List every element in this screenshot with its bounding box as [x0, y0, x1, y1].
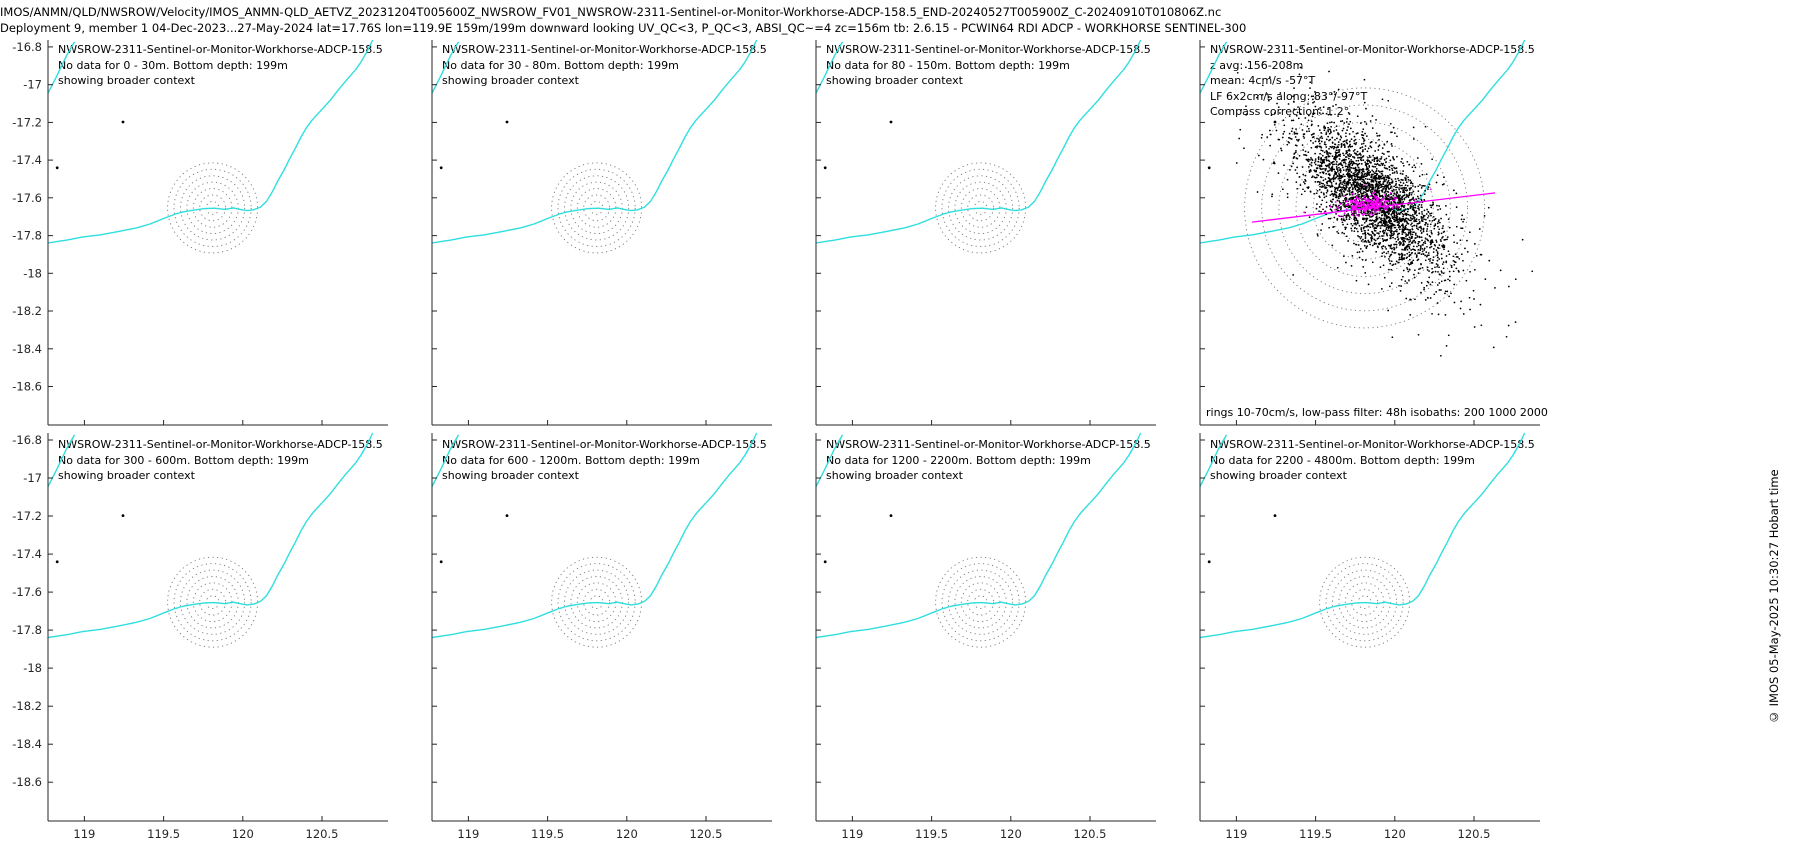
svg-text:-17.6: -17.6 [12, 191, 42, 205]
svg-text:-18.6: -18.6 [12, 775, 42, 789]
svg-text:-18.4: -18.4 [12, 737, 42, 751]
svg-text:120: 120 [616, 827, 638, 841]
map-canvas-600-1200m: 119 119.5 120 120.5 [431, 432, 772, 841]
svg-text:-18.4: -18.4 [12, 342, 42, 356]
map-canvas-1200-2200m: 119 119.5 120 120.5 [815, 432, 1156, 841]
svg-text:120.5: 120.5 [1458, 827, 1491, 841]
svg-text:119.5: 119.5 [1299, 827, 1332, 841]
subplot-2200-4800m-text: NWSROW-2311-Sentinel-or-Monitor-Workhors… [1210, 437, 1535, 484]
subplot-title: NWSROW-2311-Sentinel-or-Monitor-Workhors… [58, 438, 383, 451]
svg-text:-16.8: -16.8 [12, 40, 42, 54]
subplot-title: NWSROW-2311-Sentinel-or-Monitor-Workhors… [442, 438, 767, 451]
map-canvas-300-600m: -16.8 -17 -17.2 -17.4 -17.6 -17.8 -18 -18.2 -18.… [12, 432, 388, 841]
subplot-80-150m-text: NWSROW-2311-Sentinel-or-Monitor-Workhors… [826, 42, 1151, 89]
svg-text:119: 119 [457, 827, 479, 841]
svg-text:-18.2: -18.2 [12, 699, 42, 713]
subplot-title: NWSROW-2311-Sentinel-or-Monitor-Workhors… [1210, 438, 1535, 451]
context-label: showing broader context [58, 469, 195, 482]
subplot-title: NWSROW-2311-Sentinel-or-Monitor-Workhors… [58, 43, 383, 56]
map-canvas-2200-4800m: 119 119.5 120 120.5 [1199, 432, 1540, 841]
context-label: showing broader context [58, 74, 195, 87]
context-label: showing broader context [442, 74, 579, 87]
rings-legend-label: rings 10-70cm/s, low-pass filter: 48h is… [1206, 406, 1548, 419]
svg-text:-17: -17 [23, 78, 42, 92]
svg-text:119.5: 119.5 [915, 827, 948, 841]
svg-text:-17.2: -17.2 [12, 509, 42, 523]
subplot-0-30m-text: NWSROW-2311-Sentinel-or-Monitor-Workhors… [58, 42, 383, 89]
compass-correction-label: Compass correction: 1.2° [1210, 105, 1350, 118]
map-canvas-0-30m: -16.8 -17 -17.2 -17.4 -17.6 -17.8 -18 -18.2 -18.… [12, 39, 388, 426]
svg-text:120.5: 120.5 [690, 827, 723, 841]
svg-text:120: 120 [1384, 827, 1406, 841]
no-data-label: No data for 0 - 30m. Bottom depth: 199m [58, 58, 288, 72]
svg-text:119: 119 [841, 827, 863, 841]
subplot-scatter-text: NWSROW-2311-Sentinel-or-Monitor-Workhors… [1210, 42, 1535, 120]
svg-text:-18.2: -18.2 [12, 304, 42, 318]
context-label: showing broader context [826, 74, 963, 87]
svg-text:-17.8: -17.8 [12, 229, 42, 243]
subplot-30-80m-text: NWSROW-2311-Sentinel-or-Monitor-Workhors… [442, 42, 767, 89]
svg-text:120.5: 120.5 [1074, 827, 1107, 841]
svg-text:-17.4: -17.4 [12, 547, 42, 561]
subplot-title: NWSROW-2311-Sentinel-or-Monitor-Workhors… [1210, 43, 1535, 56]
no-data-label: No data for 1200 - 2200m. Bottom depth: … [826, 453, 1091, 467]
no-data-label: No data for 2200 - 4800m. Bottom depth: … [1210, 453, 1475, 467]
svg-text:119: 119 [1225, 827, 1247, 841]
map-canvas-80-150m [815, 39, 1156, 426]
svg-text:120.5: 120.5 [306, 827, 339, 841]
svg-text:120: 120 [1000, 827, 1022, 841]
subplot-title: NWSROW-2311-Sentinel-or-Monitor-Workhors… [826, 43, 1151, 56]
figure-title-line1: IMOS/ANMN/QLD/NWSROW/Velocity/IMOS_ANMN-… [0, 5, 1222, 19]
svg-text:119.5: 119.5 [147, 827, 180, 841]
subplot-1200-2200m-text: NWSROW-2311-Sentinel-or-Monitor-Workhors… [826, 437, 1151, 484]
figure-title-line2: Deployment 9, member 1 04-Dec-2023...27-… [0, 21, 1247, 35]
svg-text:-16.8: -16.8 [12, 433, 42, 447]
svg-text:-17.8: -17.8 [12, 623, 42, 637]
no-data-label: No data for 30 - 80m. Bottom depth: 199m [442, 58, 679, 72]
no-data-label: No data for 80 - 150m. Bottom depth: 199… [826, 58, 1070, 72]
svg-text:-18.6: -18.6 [12, 380, 42, 394]
subplot-title: NWSROW-2311-Sentinel-or-Monitor-Workhors… [442, 43, 767, 56]
svg-text:-17.4: -17.4 [12, 153, 42, 167]
no-data-label: No data for 300 - 600m. Bottom depth: 19… [58, 453, 309, 467]
mean-current-label: mean: 4cm/s -57°T [1210, 74, 1316, 87]
context-label: showing broader context [1210, 469, 1347, 482]
svg-text:-17.2: -17.2 [12, 115, 42, 129]
context-label: showing broader context [442, 469, 579, 482]
subplot-title: NWSROW-2311-Sentinel-or-Monitor-Workhors… [826, 438, 1151, 451]
svg-text:-17: -17 [23, 471, 42, 485]
map-canvas-30-80m [431, 39, 772, 426]
subplot-600-1200m-text: NWSROW-2311-Sentinel-or-Monitor-Workhors… [442, 437, 767, 484]
svg-text:119: 119 [73, 827, 95, 841]
svg-text:120: 120 [232, 827, 254, 841]
svg-text:-17.6: -17.6 [12, 585, 42, 599]
z-avg-label: z avg: 156-208m [1210, 58, 1304, 72]
no-data-label: No data for 600 - 1200m. Bottom depth: 1… [442, 453, 700, 467]
lf-ellipse-label: LF 6x2cm/s along: 83°/-97°T [1210, 89, 1368, 103]
subplot-300-600m-text: NWSROW-2311-Sentinel-or-Monitor-Workhors… [58, 437, 383, 484]
context-label: showing broader context [826, 469, 963, 482]
svg-text:-18: -18 [23, 661, 42, 675]
svg-text:119.5: 119.5 [531, 827, 564, 841]
svg-text:-18: -18 [23, 266, 42, 280]
imos-copyright-watermark: © IMOS 05-May-2025 10:30:27 Hobart time [1767, 469, 1781, 724]
